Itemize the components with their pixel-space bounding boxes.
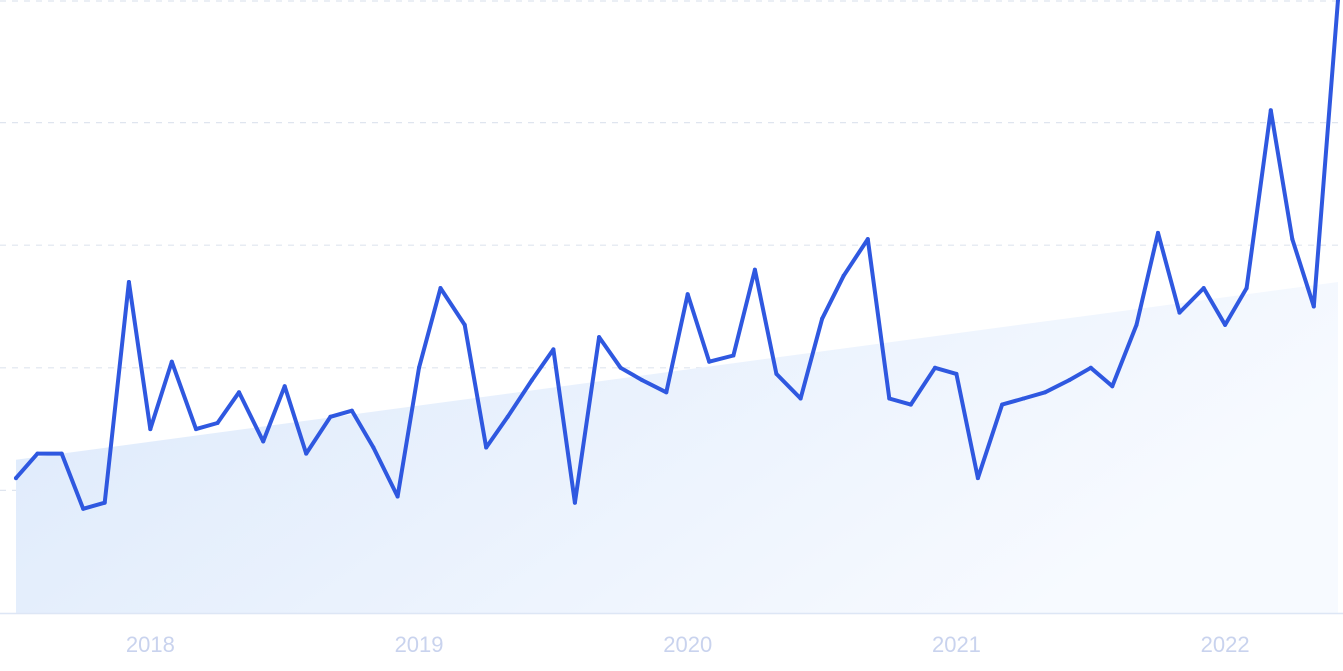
trend-area-shape [16, 281, 1338, 613]
data-point [551, 347, 556, 352]
data-point [1268, 108, 1273, 113]
data-point [1110, 384, 1115, 389]
trend-area [16, 281, 1338, 613]
data-point [1067, 378, 1072, 383]
data-point [774, 371, 779, 376]
data-point [1088, 365, 1093, 370]
data-point [1336, 0, 1340, 2]
data-point [975, 476, 980, 481]
data-point [640, 378, 645, 383]
data-point [438, 286, 443, 291]
series-group [14, 0, 1340, 511]
data-point [798, 396, 803, 401]
data-point [752, 267, 757, 272]
data-point [328, 414, 333, 419]
data-point [933, 365, 937, 370]
data-point [1021, 396, 1026, 401]
x-tick-label-2022: 2022 [1201, 632, 1250, 657]
data-point [1223, 322, 1228, 327]
data-point [820, 316, 825, 321]
data-point [1244, 286, 1249, 291]
data-point [685, 292, 690, 297]
data-point [14, 476, 18, 481]
data-point [1043, 390, 1048, 395]
data-point [1177, 310, 1182, 315]
x-tick-label-2018: 2018 [126, 632, 175, 657]
data-point [484, 445, 489, 450]
data-point [529, 378, 534, 383]
x-tick-labels: 2018 2019 2020 2021 2022 [126, 632, 1250, 657]
data-point [194, 427, 198, 432]
data-point [215, 421, 220, 425]
data-point [1156, 230, 1160, 235]
data-point [169, 359, 174, 364]
data-point [59, 451, 64, 456]
data-point [81, 506, 86, 511]
x-tick-label-2019: 2019 [395, 632, 444, 657]
data-point [664, 390, 669, 395]
data-point [865, 237, 870, 242]
data-point [304, 451, 309, 456]
data-point [237, 390, 241, 395]
x-tick-label-2020: 2020 [663, 632, 712, 657]
data-point [371, 445, 376, 450]
x-tick-label-2021: 2021 [932, 632, 981, 657]
data-point [102, 500, 107, 505]
data-point [1311, 304, 1316, 309]
data-point [887, 396, 892, 401]
data-point [1290, 237, 1295, 242]
data-point [572, 500, 577, 505]
data-point [707, 359, 712, 364]
data-point [35, 451, 40, 456]
data-point [282, 384, 287, 389]
data-point [417, 365, 421, 370]
data-point [349, 408, 354, 413]
series-line-1 [14, 0, 1340, 511]
data-point [597, 335, 602, 340]
data-point [841, 273, 846, 278]
data-point [395, 494, 400, 499]
data-point [126, 280, 131, 284]
data-point [731, 353, 736, 358]
data-point [462, 322, 467, 327]
data-point [1000, 402, 1005, 407]
data-point [261, 439, 266, 444]
data-point [505, 414, 510, 419]
data-point [1201, 286, 1206, 291]
data-point [618, 365, 623, 370]
data-point [1134, 322, 1139, 327]
data-point [908, 402, 913, 407]
data-point [954, 371, 959, 376]
data-point [148, 427, 153, 432]
